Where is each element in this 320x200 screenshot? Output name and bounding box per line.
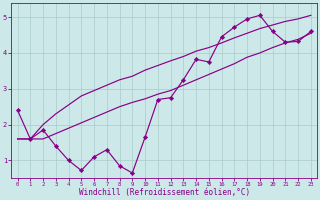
X-axis label: Windchill (Refroidissement éolien,°C): Windchill (Refroidissement éolien,°C) bbox=[79, 188, 250, 197]
